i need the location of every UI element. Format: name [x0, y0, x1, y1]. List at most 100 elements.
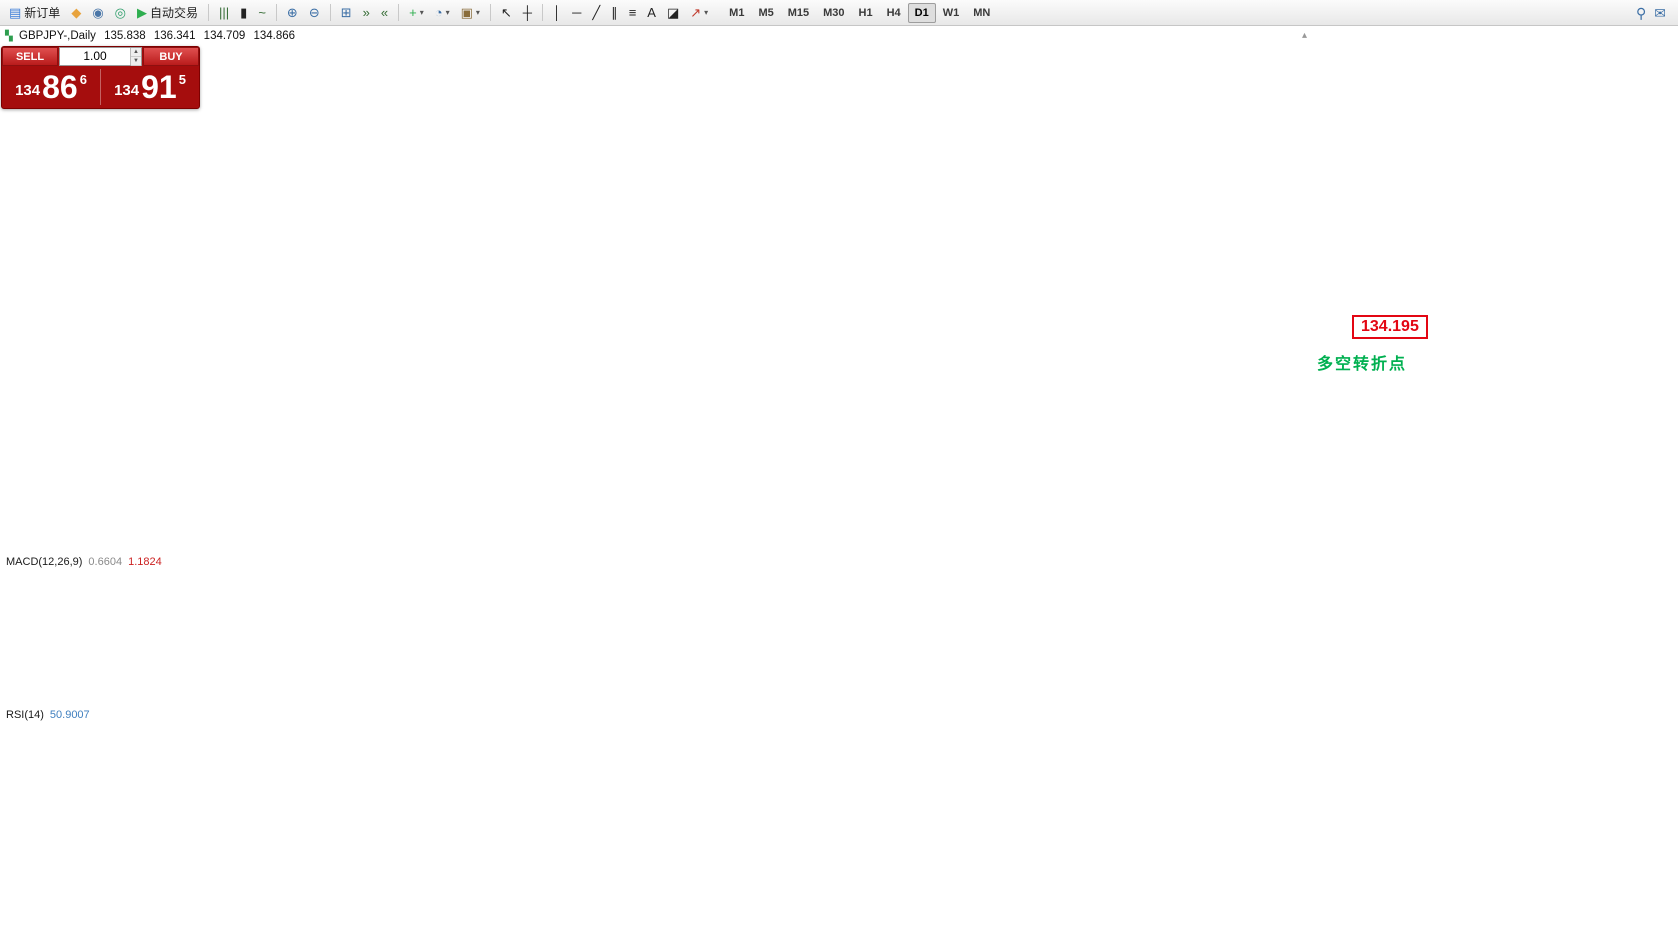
macd-indicator-label: MACD(12,26,9) 0.6604 1.1824: [6, 556, 162, 568]
price-divider: [100, 69, 101, 105]
buy-price-sup: 5: [178, 72, 186, 87]
chart-shift-icon: «: [380, 5, 389, 20]
timeframe-m15[interactable]: M15: [781, 3, 816, 23]
fibonacci-tool-icon: ≡: [628, 5, 637, 20]
volume-stepper[interactable]: 1.00 ▲ ▼: [59, 47, 142, 66]
label-tool-icon: ◪: [666, 5, 680, 20]
chevron-down-icon: ▾: [419, 8, 424, 17]
periods-button[interactable]: ◔ ▾: [430, 2, 455, 23]
cursor-tool-icon: ↖: [500, 5, 512, 20]
auto-scroll-button[interactable]: »: [358, 2, 375, 23]
community-icon[interactable]: ◎: [110, 2, 131, 23]
buy-price-big: 91: [141, 69, 177, 105]
auto-trading-icon: ▶: [137, 5, 147, 20]
buy-price: 134 91 5: [101, 66, 199, 108]
timeframe-m1[interactable]: M1: [722, 3, 751, 23]
channel-tool-icon: ∥: [611, 5, 618, 20]
sell-price-sup: 6: [79, 72, 87, 87]
timeframe-h1[interactable]: H1: [852, 3, 880, 23]
sell-price-prefix: 134: [15, 82, 41, 99]
toolbar: ▤ 新订单 ◆ ◉ ◎ ▶ 自动交易 ||| ▮ ~ ⊕ ⊖ ⊞» «+ ▾ ◔ ▾ ▣ ▾ ↖ ┼ │ ─ ╱ ∥ ≡ A ◪ ↗ ▾ M…: [0, 0, 1678, 26]
chevron-up-icon[interactable]: ▴: [1302, 30, 1308, 41]
toolbar-separator: [489, 4, 491, 21]
low-value: 134.709: [203, 30, 246, 42]
profile-icon-icon: ◉: [92, 5, 104, 20]
timeframe-d1[interactable]: D1: [907, 2, 936, 23]
toolbar-separator: [275, 4, 277, 21]
chart-title-icon: ▚: [5, 31, 13, 42]
profile-icon[interactable]: ◉: [87, 2, 108, 23]
open-value: 135.838: [104, 30, 146, 42]
time-axis[interactable]: [0, 930, 1622, 947]
periods-icon: ◔: [434, 5, 443, 20]
sell-price-big: 86: [42, 69, 78, 105]
macd-name: MACD(12,26,9): [6, 556, 83, 568]
templates-icon: ▣: [460, 5, 473, 20]
timeframe-m30[interactable]: M30: [816, 3, 851, 23]
bar-chart-mode-icon: |||: [219, 5, 230, 20]
search-icon[interactable]: ⚲: [1636, 4, 1647, 21]
crosshair-tool-button[interactable]: ┼: [518, 2, 537, 23]
templates-button[interactable]: ▣ ▾: [456, 2, 485, 23]
timeframe-group: M1 M5 M15 M30 H1 H4 D1 W1 MN: [722, 2, 997, 23]
cursor-tool-button[interactable]: ↖: [496, 2, 517, 23]
timeframe-h4[interactable]: H4: [880, 3, 908, 23]
horizontal-line-tool-button[interactable]: ─: [567, 2, 586, 23]
new-order-icon: ▤: [9, 5, 22, 20]
timeframe-w1[interactable]: W1: [936, 3, 967, 23]
favorites-icon[interactable]: ◆: [66, 2, 86, 23]
auto-trading-button-label: 自动交易: [150, 6, 199, 20]
rsi-indicator-label: RSI(14) 50.9007: [6, 709, 90, 721]
chart-info-line: GBPJPY-,Daily 135.838 136.341 134.709 13…: [19, 30, 300, 42]
candlestick-mode-icon: ▮: [240, 5, 248, 20]
sell-button[interactable]: SELL: [2, 47, 58, 66]
timeframe-m5[interactable]: M5: [751, 3, 780, 23]
timeframe-mn[interactable]: MN: [966, 3, 997, 23]
trendline-tool-icon: ╱: [592, 5, 601, 20]
toolbar-separator: [542, 4, 544, 21]
candlestick-mode-button[interactable]: ▮: [235, 2, 252, 23]
one-click-trading-panel: SELL 1.00 ▲ ▼ BUY 134 86 6 134 91 5: [1, 46, 200, 109]
volume-down-icon[interactable]: ▼: [131, 57, 141, 66]
zoom-in-button[interactable]: ⊕: [282, 2, 303, 23]
bar-chart-mode-button[interactable]: |||: [214, 2, 234, 23]
sell-price: 134 86 6: [2, 66, 100, 108]
vertical-line-tool-icon: │: [553, 5, 562, 20]
macd-main-value: 0.6604: [88, 556, 123, 568]
arrows-tool-button[interactable]: ↗ ▾: [685, 2, 713, 23]
turning-point-label[interactable]: 多空转折点: [1317, 356, 1408, 373]
volume-up-icon[interactable]: ▲: [131, 48, 141, 57]
zoom-out-button[interactable]: ⊖: [304, 2, 325, 23]
tile-windows-button[interactable]: ⊞: [336, 2, 357, 23]
line-chart-mode-button[interactable]: ~: [253, 2, 271, 23]
fibonacci-tool-button[interactable]: ≡: [624, 2, 642, 23]
label-tool-button[interactable]: ◪: [662, 2, 684, 23]
vertical-line-tool-button[interactable]: │: [548, 2, 566, 23]
volume-value[interactable]: 1.00: [83, 49, 107, 63]
price-axis[interactable]: [1622, 27, 1678, 929]
support-price-label[interactable]: 134.195: [1352, 315, 1428, 339]
trendline-tool-button[interactable]: ╱: [587, 2, 605, 23]
text-tool-button[interactable]: A: [642, 2, 661, 23]
buy-button[interactable]: BUY: [143, 47, 199, 66]
volume-spinners[interactable]: ▲ ▼: [130, 48, 141, 66]
chat-icon[interactable]: ✉: [1654, 4, 1666, 21]
chart-shift-button[interactable]: «: [376, 2, 393, 23]
trade-panel-prices: 134 86 6 134 91 5: [2, 66, 199, 108]
new-order-button[interactable]: ▤ 新订单: [4, 2, 65, 23]
channel-tool-button[interactable]: ∥: [606, 2, 623, 23]
zoom-in-icon: ⊕: [286, 5, 298, 20]
symbol-period-label: GBPJPY-,Daily: [19, 30, 96, 42]
auto-scroll-icon: »: [362, 5, 370, 20]
add-indicator-button[interactable]: + ▾: [404, 2, 429, 23]
chevron-down-icon: ▾: [704, 8, 709, 17]
community-icon-icon: ◎: [114, 5, 126, 20]
auto-trading-button[interactable]: ▶ 自动交易: [132, 2, 203, 23]
toolbar-separator: [208, 4, 210, 21]
new-order-button-label: 新订单: [24, 6, 61, 20]
line-chart-mode-icon: ~: [258, 5, 266, 20]
close-value: 134.866: [253, 30, 296, 42]
zoom-out-icon: ⊖: [308, 5, 320, 20]
